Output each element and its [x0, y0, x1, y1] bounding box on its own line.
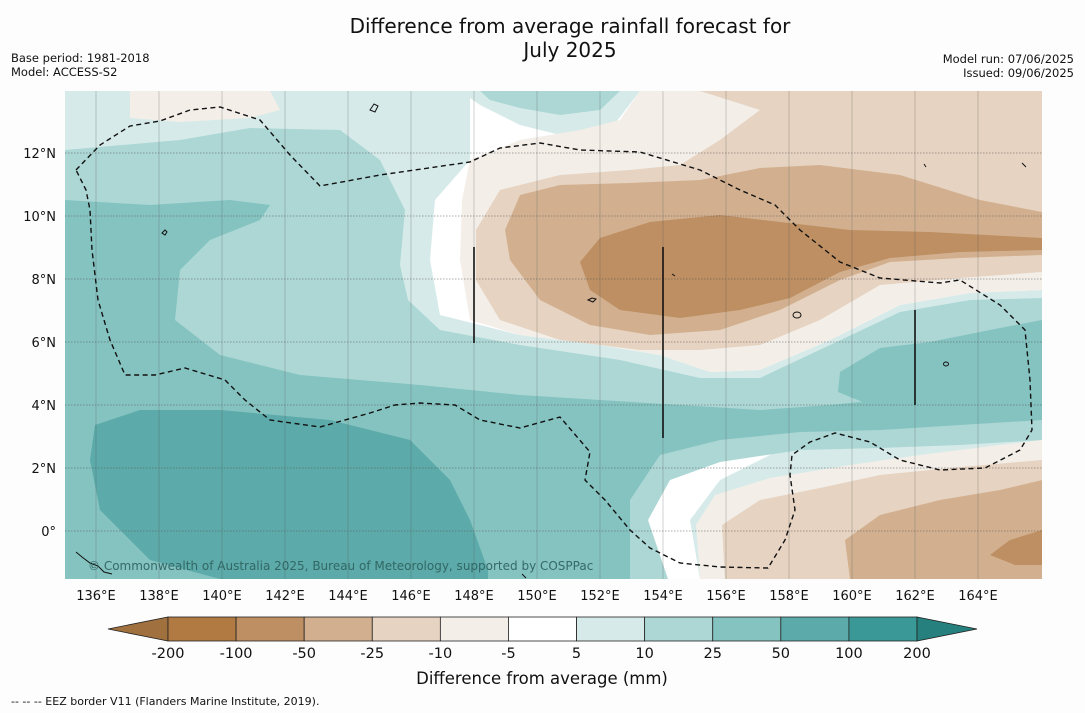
colorbar-tick-label: -50 [292, 646, 316, 662]
graticule [65, 152, 1042, 532]
colorbar-tick-label: -10 [429, 646, 453, 662]
run-info: Model run: 07/06/2025 Issued: 09/06/2025 [943, 52, 1074, 80]
island-1 [369, 103, 379, 113]
colorbar-tick-label: -25 [360, 646, 384, 662]
lon-tick-148e: 148°E [454, 589, 494, 604]
lat-tick-2n: 2°N [32, 462, 57, 477]
colorbar-tick-label: -100 [220, 646, 253, 662]
colorbar-tick-label: 5 [572, 646, 581, 662]
islands [75, 103, 1027, 579]
dry-region-50-100 [580, 215, 1042, 318]
colorbar-tick-label: 25 [704, 646, 722, 662]
lon-tick-154e: 154°E [643, 589, 683, 604]
map-plot-area: © Commonwealth of Australia 2025, Bureau… [65, 91, 1042, 579]
colorbar-tick-label: 10 [635, 646, 653, 662]
island-6 [75, 551, 113, 575]
island-3 [586, 297, 597, 303]
rain-region-100-200 [90, 410, 488, 579]
colorbar-box [712, 616, 782, 642]
lat-tick-4n: 4°N [32, 399, 57, 414]
island-4 [792, 311, 802, 319]
colorbar-extend-low [107, 616, 169, 642]
lat-tick-12n: 12°N [23, 147, 56, 162]
lon-tick-162e: 162°E [895, 589, 935, 604]
boundary-segments [473, 247, 916, 438]
colorbar-box [371, 616, 441, 642]
lat-tick-6n: 6°N [32, 336, 57, 351]
lon-tick-142e: 142°E [265, 589, 305, 604]
lon-tick-labels: 136°E 138°E 140°E 142°E 144°E 146°E 148°… [76, 589, 998, 604]
lat-tick-labels: 12°N 10°N 8°N 6°N 4°N 2°N 0° [23, 147, 56, 540]
lon-tick-160e: 160°E [832, 589, 872, 604]
lon-tick-146e: 146°E [391, 589, 431, 604]
lon-tick-152e: 152°E [580, 589, 620, 604]
colorbar-box [644, 616, 714, 642]
lat-tick-0: 0° [41, 525, 56, 540]
model-text: Model: ACCESS-S2 [11, 65, 118, 79]
lon-tick-156e: 156°E [706, 589, 746, 604]
colorbar: -200 -100 -50 -25 -10 -5 5 10 25 50 100 200 [107, 616, 978, 662]
title-line-2: July 2025 [523, 38, 617, 62]
lon-tick-144e: 144°E [328, 589, 368, 604]
colorbar-extend-high [916, 616, 978, 642]
colorbar-tick-label: -5 [501, 646, 515, 662]
colorbar-tick-label: 200 [903, 646, 931, 662]
colorbar-box [576, 616, 646, 642]
colorbar-tick-label: 100 [835, 646, 863, 662]
issued-text: Issued: 09/06/2025 [963, 66, 1074, 80]
copyright-text: © Commonwealth of Australia 2025, Bureau… [88, 559, 593, 573]
colorbar-box [780, 616, 850, 642]
colorbar-box [508, 616, 577, 642]
colorbar-box [235, 616, 305, 642]
dry-region-northwest-5-10 [130, 91, 280, 122]
title-line-1: Difference from average rainfall forecas… [349, 14, 791, 38]
dry-region-south-50-100 [990, 530, 1042, 565]
rain-region-north-50-100 [480, 91, 620, 115]
colorbar-tick-label: 50 [772, 646, 790, 662]
island-5 [943, 361, 949, 367]
lon-tick-158e: 158°E [769, 589, 809, 604]
eez-borders [75, 106, 1033, 569]
map-title: Difference from average rainfall forecas… [270, 14, 870, 62]
colorbar-box [167, 616, 237, 642]
colorbar-box [303, 616, 373, 642]
eez-legend-note: -- -- -- EEZ border V11 (Flanders Marine… [11, 695, 320, 708]
eez-border-palau-fsm [75, 106, 1033, 569]
colorbar-box [439, 616, 509, 642]
model-info: Base period: 1981-2018 Model: ACCESS-S2 [11, 51, 150, 79]
base-period-text: Base period: 1981-2018 [11, 51, 150, 65]
lon-tick-150e: 150°E [517, 589, 557, 604]
island-8 [671, 162, 1027, 277]
colorbar-title: Difference from average (mm) [416, 669, 668, 688]
lat-tick-10n: 10°N [23, 210, 56, 225]
island-2 [161, 229, 168, 236]
lon-tick-164e: 164°E [958, 589, 998, 604]
model-run-text: Model run: 07/06/2025 [942, 52, 1074, 66]
lon-tick-136e: 136°E [76, 589, 116, 604]
colorbar-box [848, 616, 918, 642]
lon-tick-138e: 138°E [139, 589, 179, 604]
island-7 [521, 573, 527, 579]
lat-tick-8n: 8°N [32, 273, 57, 288]
rain-region-east-50-100 [838, 320, 1042, 405]
lon-tick-140e: 140°E [202, 589, 242, 604]
colorbar-tick-label: -200 [152, 646, 185, 662]
